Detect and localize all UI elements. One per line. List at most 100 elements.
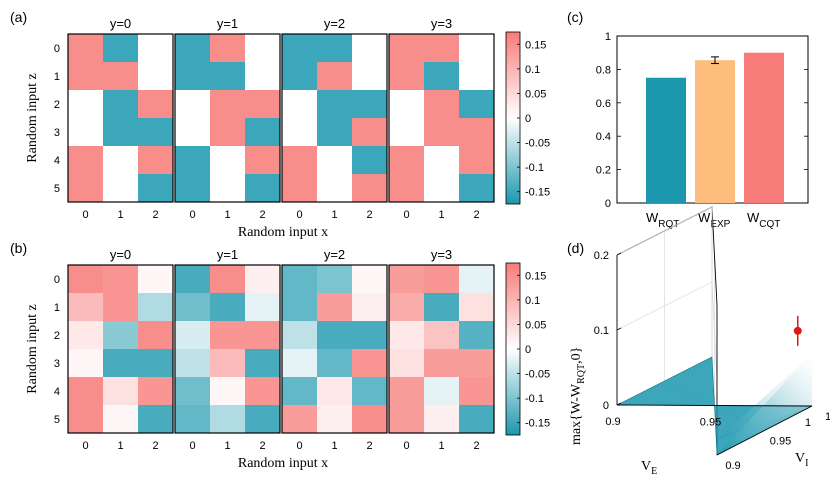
box-edge <box>616 206 713 256</box>
subplot-title: y=3 <box>431 16 452 31</box>
heatmap-cell <box>317 321 353 350</box>
heatmap-cell <box>459 174 495 203</box>
heatmap-cell <box>352 349 388 378</box>
heatmap-cell <box>282 349 318 378</box>
heatmap-cell <box>210 62 246 91</box>
front-axis <box>616 404 813 456</box>
heatmap-cell <box>389 34 425 63</box>
heatmap-cell <box>138 265 174 294</box>
z-tick <box>616 252 622 256</box>
heatmap-panel-a: y=0 0 1 2 y=1 0 1 2 y=2 0 1 2 y=3 0 1 2 0 1 2 3 4 5 Random inp… <box>25 16 550 240</box>
subplot-title: y=1 <box>217 247 238 262</box>
z-tick-label: 0.2 <box>594 250 609 262</box>
heatmap-cell <box>317 118 353 147</box>
heatmap-cell <box>282 34 318 63</box>
heatmap-cell <box>210 377 246 406</box>
heatmap-cell <box>175 321 211 350</box>
x-tick-label: 2 <box>473 440 479 452</box>
heatmap-cell <box>245 265 281 294</box>
x-tick-label: 0 <box>403 209 409 221</box>
heatmap-cell <box>210 90 246 119</box>
colorbar-tick-label: -0.15 <box>525 187 550 199</box>
heatmap-cell <box>138 349 174 378</box>
heatmap-cell <box>245 34 281 63</box>
z-tick-label: 2 <box>54 330 60 342</box>
heatmap-panel-b: y=0 0 1 2 y=1 0 1 2 y=2 0 1 2 y=3 0 1 2 0 1 2 3 4 5 Random inp… <box>25 247 550 471</box>
subplot-title: y=0 <box>110 247 131 262</box>
heatmap-cell <box>68 34 104 63</box>
y-tick-label: 0 <box>605 198 611 210</box>
heatmap-cell <box>103 146 139 175</box>
heatmap-cell <box>352 265 388 294</box>
ve-tick-label: 0.9 <box>605 416 620 428</box>
surface-rise <box>716 353 812 441</box>
bar <box>695 60 735 204</box>
x-tick-label: 0 <box>296 440 302 452</box>
z-tick-label: 0 <box>54 274 60 286</box>
subplot-title: y=2 <box>324 247 345 262</box>
heatmap-cell <box>138 174 174 203</box>
heatmap-cell <box>103 265 139 294</box>
heatmap-cell <box>245 90 281 119</box>
heatmap-cell <box>138 90 174 119</box>
z-tick-label: 5 <box>54 414 60 426</box>
x-tick-label: 0 <box>82 440 88 452</box>
subplot-title: y=2 <box>324 16 345 31</box>
heatmap-cell <box>424 377 460 406</box>
heatmap-cell <box>459 146 495 175</box>
heatmap-cell <box>175 62 211 91</box>
heatmap-cell <box>389 293 425 322</box>
heatmap-cell <box>389 90 425 119</box>
x-tick-label: 2 <box>366 209 372 221</box>
heatmap-cell <box>424 405 460 434</box>
x-tick-label: 1 <box>331 209 337 221</box>
heatmap-cell <box>245 146 281 175</box>
heatmap-cell <box>424 62 460 91</box>
heatmap-cell <box>459 118 495 147</box>
heatmap-cell <box>389 377 425 406</box>
x-tick-label: 1 <box>224 209 230 221</box>
heatmap-cell <box>138 118 174 147</box>
heatmap-cell <box>459 377 495 406</box>
x-tick-label: 0 <box>296 209 302 221</box>
heatmap-cell <box>103 377 139 406</box>
cat-label-cqt: WCQT <box>747 210 780 230</box>
heatmap-cell <box>352 62 388 91</box>
heatmap-cell <box>389 265 425 294</box>
z-tick-label: 5 <box>54 183 60 195</box>
heatmap-cell <box>138 62 174 91</box>
subplot-title: y=0 <box>110 16 131 31</box>
colorbar-tick-label: 0.1 <box>525 64 540 76</box>
heatmap-cell <box>175 377 211 406</box>
heatmap-cell <box>389 174 425 203</box>
heatmap-cell <box>245 349 281 378</box>
z-tick <box>616 327 622 331</box>
heatmap-cell <box>68 265 104 294</box>
heatmap-cell <box>245 174 281 203</box>
vi-tick-label: 1 <box>825 411 830 423</box>
x-axis-label: Random input x <box>238 456 328 471</box>
x-tick-label: 2 <box>259 440 265 452</box>
heatmap-cell <box>245 62 281 91</box>
z-tick-label: 0 <box>54 43 60 55</box>
z-tick-label: 4 <box>54 155 60 167</box>
panel-tag-a: (a) <box>10 9 27 25</box>
subplot-frame <box>67 33 174 203</box>
heatmap-cell <box>103 90 139 119</box>
x-tick-label: 2 <box>259 209 265 221</box>
colorbar-tick-label: 0.15 <box>525 270 546 282</box>
bar <box>646 77 686 203</box>
x-tick-label: 1 <box>331 440 337 452</box>
heatmap-cell <box>352 174 388 203</box>
heatmap-cell <box>138 405 174 434</box>
heatmap-cell <box>352 321 388 350</box>
heatmap-cell <box>175 90 211 119</box>
heatmap-cell <box>175 118 211 147</box>
heatmap-cell <box>210 34 246 63</box>
x-tick-label: 2 <box>152 209 158 221</box>
heatmap-cell <box>175 349 211 378</box>
z-tick-label: 3 <box>54 127 60 139</box>
heatmap-cell <box>68 62 104 91</box>
z-tick-label: 0.1 <box>594 325 609 337</box>
colorbar-tick-label: 0.15 <box>525 39 546 51</box>
